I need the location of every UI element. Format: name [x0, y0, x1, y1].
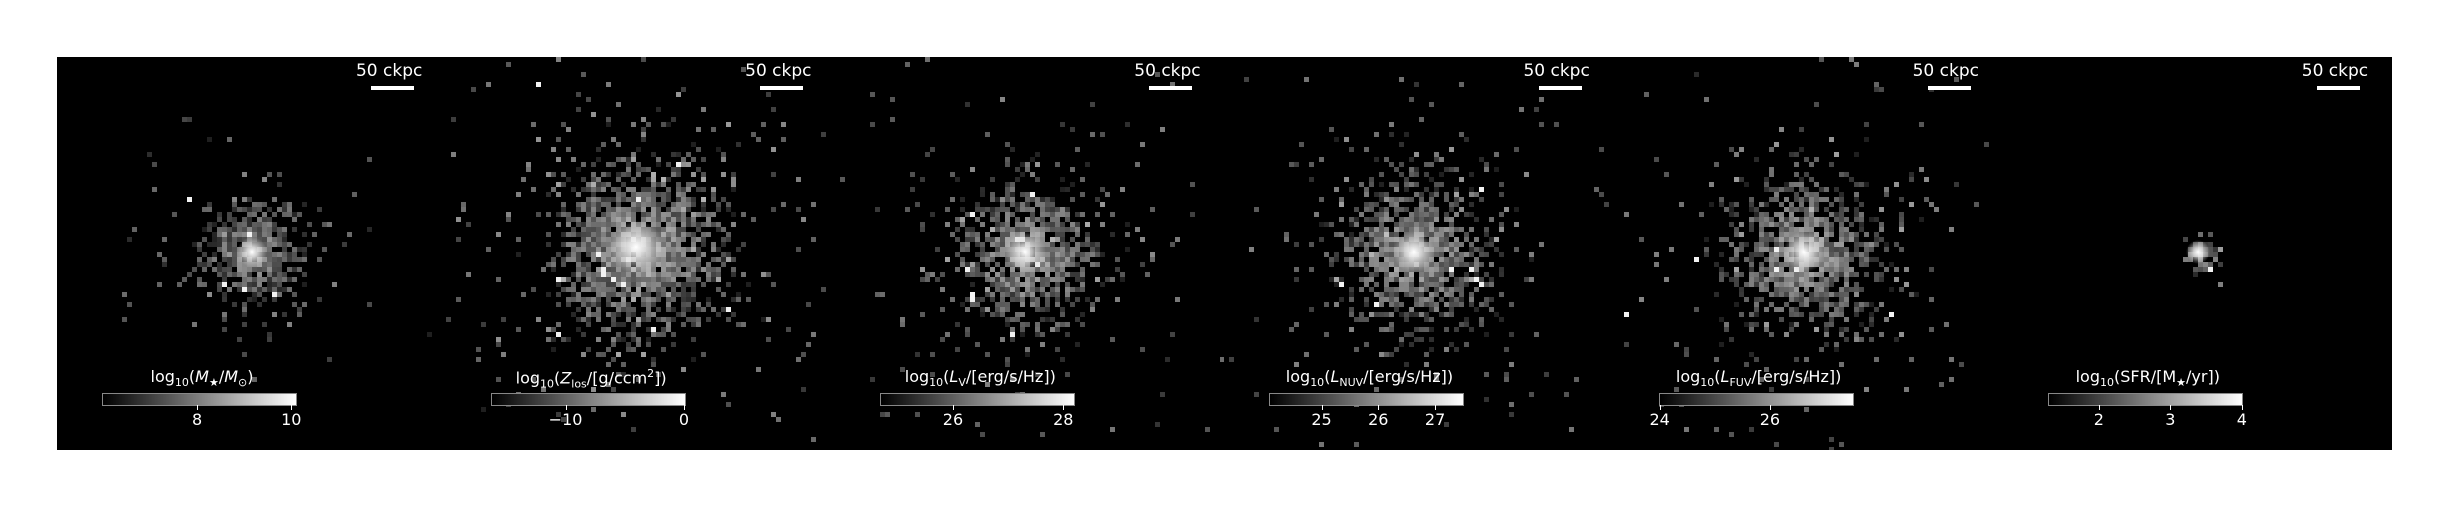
colorbar-tick-label: 26	[942, 410, 964, 429]
nuv-luminosity-map-image	[1224, 57, 1614, 450]
colorbar-tick	[1659, 405, 1661, 410]
colorbar	[880, 393, 1076, 406]
colorbar-tick	[1321, 405, 1323, 410]
fuv-luminosity-map-image	[1613, 57, 2003, 450]
stellar-mass-map-image	[57, 57, 446, 450]
panel-v-luminosity: 50 ckpc log10(LV/[erg/s/Hz]) 26 28	[835, 57, 1225, 450]
colorbar-tick-label: 3	[2165, 410, 2176, 429]
colorbar-tick	[1769, 405, 1771, 410]
colorbar	[1658, 393, 1854, 406]
v-luminosity-map-image	[835, 57, 1225, 450]
scale-bar	[1927, 86, 1971, 90]
colorbar-title: log10(Zlos/[g/ccm2])	[515, 367, 667, 391]
colorbar-tick	[952, 405, 954, 410]
colorbar-tick	[2098, 405, 2100, 410]
scale-bar	[371, 86, 415, 90]
colorbar-tick	[291, 405, 293, 410]
metal-column-map-image	[446, 57, 836, 450]
scale-bar	[2316, 86, 2360, 90]
panel-fuv-luminosity: 50 ckpc log10(LFUV/[erg/s/Hz]) 24 26	[1613, 57, 2003, 450]
colorbar	[102, 393, 297, 406]
panel-metal-column: 50 ckpc log10(Zlos/[g/ccm2]) −10 0	[446, 57, 836, 450]
scale-bar-label: 50 ckpc	[1523, 61, 1590, 81]
scale-bar-label: 50 ckpc	[745, 61, 812, 81]
colorbar-tick-label: 24	[1649, 410, 1670, 429]
colorbar	[491, 393, 687, 406]
scale-bar-label: 50 ckpc	[1912, 61, 1979, 81]
colorbar-tick-label: 25	[1311, 410, 1332, 429]
colorbar-title: log10(LFUV/[erg/s/Hz])	[1675, 367, 1842, 390]
colorbar-tick-label: 26	[1368, 410, 1389, 429]
colorbar-tick-label: 0	[678, 410, 690, 429]
colorbar-tick	[2170, 405, 2172, 410]
colorbar-tick-label: 4	[2236, 410, 2247, 429]
colorbar-title: log10(LNUV/[erg/s/Hz])	[1285, 367, 1454, 390]
colorbar	[1269, 393, 1465, 406]
colorbar-tick	[1378, 405, 1380, 410]
colorbar-tick-label: 26	[1759, 410, 1781, 429]
colorbar-tick-label: 10	[281, 410, 302, 429]
colorbar-tick	[1063, 405, 1065, 410]
colorbar-title: log10(SFR/[M★/yr])	[2075, 367, 2220, 390]
panel-stellar-mass: 50 ckpc log10(M★/M⊙) 8 10	[57, 57, 447, 450]
colorbar-tick	[565, 405, 567, 410]
image-strip: 50 ckpc log10(M★/M⊙) 8 10 50 ckpc log10(Z…	[57, 57, 2392, 450]
colorbar-tick	[197, 405, 199, 410]
colorbar-tick-label: −10	[548, 410, 583, 429]
colorbar-tick	[1435, 405, 1437, 410]
scale-bar	[760, 86, 804, 90]
scale-bar-label: 50 ckpc	[1134, 61, 1201, 81]
colorbar-tick-label: 8	[192, 410, 203, 429]
panel-nuv-luminosity: 50 ckpc log10(LNUV/[erg/s/Hz]) 25 26 27	[1224, 57, 1614, 450]
colorbar-tick	[683, 405, 685, 410]
panel-sfr: 50 ckpc log10(SFR/[M★/yr]) 2 3 4	[2002, 57, 2392, 450]
colorbar-tick-label: 28	[1053, 410, 1074, 429]
colorbar-tick-label: 2	[2093, 410, 2104, 429]
colorbar-title: log10(LV/[erg/s/Hz])	[904, 367, 1056, 390]
colorbar-tick	[2241, 405, 2243, 410]
sfr-map-image	[2002, 57, 2392, 450]
colorbar-title: log10(M★/M⊙)	[150, 367, 254, 390]
scale-bar	[1149, 86, 1193, 90]
scale-bar-label: 50 ckpc	[355, 61, 423, 81]
colorbar-tick-label: 27	[1424, 410, 1446, 429]
scale-bar	[1538, 86, 1582, 90]
scale-bar-label: 50 ckpc	[2301, 61, 2369, 81]
colorbar	[2047, 393, 2243, 406]
